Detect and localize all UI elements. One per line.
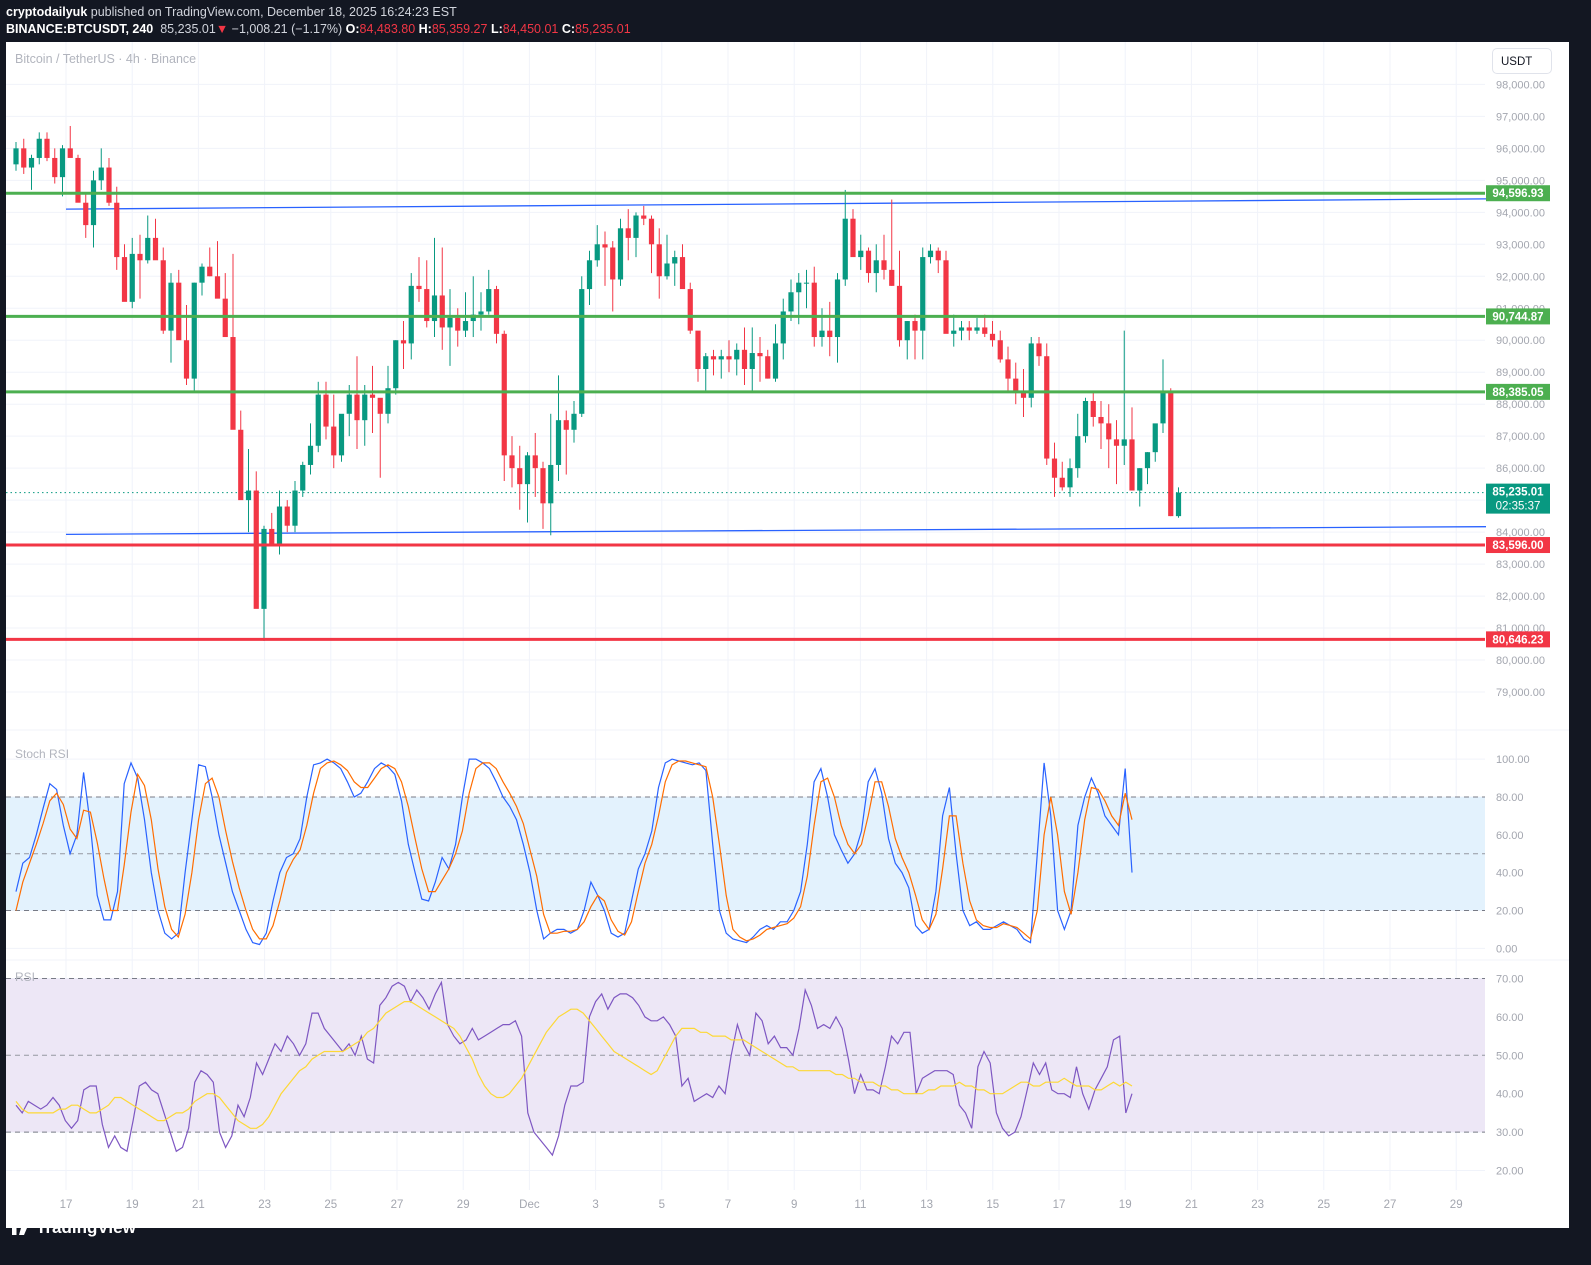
svg-text:25: 25 [1317, 1199, 1330, 1211]
svg-text:5: 5 [659, 1199, 665, 1211]
tradingview-logo[interactable]: TradingView [8, 1218, 136, 1238]
svg-text:20.00: 20.00 [1496, 1165, 1524, 1177]
svg-text:9: 9 [791, 1199, 797, 1211]
svg-text:79,000.00: 79,000.00 [1496, 687, 1545, 699]
svg-text:17: 17 [1053, 1199, 1066, 1211]
svg-text:19: 19 [126, 1199, 139, 1211]
svg-text:15: 15 [986, 1199, 999, 1211]
close-label: C: [561, 22, 576, 36]
svg-text:84,000.00: 84,000.00 [1496, 527, 1545, 539]
svg-text:86,000.00: 86,000.00 [1496, 463, 1545, 475]
svg-text:94,000.00: 94,000.00 [1496, 207, 1545, 219]
svg-text:Dec: Dec [519, 1199, 540, 1211]
rsi-label[interactable]: RSI [15, 970, 36, 984]
low-label: L: [490, 22, 503, 36]
brand-name: TradingView [36, 1218, 136, 1237]
symbol-label: BINANCE:BTCUSDT, 240 [6, 22, 154, 36]
low-value: 84,450.01 [502, 22, 559, 36]
svg-text:89,000.00: 89,000.00 [1496, 367, 1545, 379]
svg-text:70.00: 70.00 [1496, 974, 1524, 986]
svg-text:19: 19 [1119, 1199, 1132, 1211]
svg-text:88,385.05: 88,385.05 [1492, 387, 1544, 399]
chart-header: cryptodailyuk published on TradingView.c… [6, 4, 631, 38]
high-value: 85,359.27 [431, 22, 488, 36]
svg-text:90,000.00: 90,000.00 [1496, 335, 1545, 347]
svg-text:27: 27 [1384, 1199, 1397, 1211]
svg-text:92,000.00: 92,000.00 [1496, 271, 1545, 283]
close-value: 85,235.01 [575, 22, 631, 36]
svg-text:93,000.00: 93,000.00 [1496, 239, 1545, 251]
svg-text:90,744.87: 90,744.87 [1492, 311, 1543, 323]
down-arrow-icon: ▼ [215, 22, 229, 36]
svg-text:13: 13 [920, 1199, 933, 1211]
svg-text:87,000.00: 87,000.00 [1496, 431, 1545, 443]
svg-text:27: 27 [391, 1199, 404, 1211]
currency-button[interactable]: USDT [1492, 48, 1552, 74]
svg-text:97,000.00: 97,000.00 [1496, 111, 1545, 123]
tradingview-logo-icon [8, 1221, 30, 1235]
svg-text:0.00: 0.00 [1496, 943, 1517, 955]
svg-text:25: 25 [324, 1199, 337, 1211]
svg-text:21: 21 [192, 1199, 205, 1211]
svg-text:7: 7 [725, 1199, 731, 1211]
svg-text:83,000.00: 83,000.00 [1496, 559, 1545, 571]
svg-text:29: 29 [457, 1199, 470, 1211]
svg-text:85,235.01: 85,235.01 [1492, 487, 1544, 499]
svg-text:11: 11 [854, 1199, 866, 1211]
high-label: H: [418, 22, 432, 36]
price-change: −1,008.21 (−1.17%) [231, 22, 343, 36]
open-label: O: [345, 22, 360, 36]
svg-text:17: 17 [60, 1199, 73, 1211]
svg-text:82,000.00: 82,000.00 [1496, 591, 1545, 603]
svg-text:21: 21 [1185, 1199, 1198, 1211]
svg-text:29: 29 [1450, 1199, 1463, 1211]
svg-text:40.00: 40.00 [1496, 1089, 1524, 1101]
svg-text:83,596.00: 83,596.00 [1492, 540, 1543, 552]
svg-text:98,000.00: 98,000.00 [1496, 79, 1545, 91]
last-price: 85,235.01 [160, 22, 216, 36]
svg-text:23: 23 [1251, 1199, 1264, 1211]
svg-text:88,000.00: 88,000.00 [1496, 399, 1545, 411]
svg-text:20.00: 20.00 [1496, 905, 1524, 917]
publish-line: cryptodailyuk published on TradingView.c… [6, 4, 631, 21]
svg-text:80,646.23: 80,646.23 [1492, 634, 1543, 646]
chart-panel[interactable]: 17 19 21 23 25 27 29 Dec 3 5 7 9 11 13 15 17 19 21 23 25 27 2… [6, 42, 1569, 1228]
svg-text:80,000.00: 80,000.00 [1496, 655, 1545, 667]
svg-text:50.00: 50.00 [1496, 1050, 1524, 1062]
svg-text:40.00: 40.00 [1496, 868, 1524, 880]
chart-title: Bitcoin / TetherUS · 4h · Binance [15, 52, 197, 66]
svg-text:60.00: 60.00 [1496, 830, 1524, 842]
stoch-rsi-label[interactable]: Stoch RSI [15, 747, 70, 761]
svg-text:23: 23 [258, 1199, 271, 1211]
svg-text:30.00: 30.00 [1496, 1127, 1524, 1139]
svg-text:80.00: 80.00 [1496, 792, 1524, 804]
publisher-name[interactable]: cryptodailyuk [6, 5, 88, 19]
svg-text:3: 3 [592, 1199, 598, 1211]
svg-text:94,596.93: 94,596.93 [1492, 188, 1543, 200]
svg-text:95,000.00: 95,000.00 [1496, 175, 1545, 187]
svg-text:100.00: 100.00 [1496, 754, 1530, 766]
ohlc-line: BINANCE:BTCUSDT, 240 85,235.01▼ −1,008.2… [6, 21, 631, 38]
open-value: 84,483.80 [359, 22, 416, 36]
svg-text:96,000.00: 96,000.00 [1496, 143, 1545, 155]
chart-canvas[interactable]: 17 19 21 23 25 27 29 Dec 3 5 7 9 11 13 15 17 19 21 23 25 27 2… [6, 42, 1569, 1228]
svg-text:02:35:37: 02:35:37 [1496, 501, 1541, 513]
svg-text:60.00: 60.00 [1496, 1012, 1524, 1024]
published-text: published on TradingView.com, December 1… [90, 5, 457, 19]
